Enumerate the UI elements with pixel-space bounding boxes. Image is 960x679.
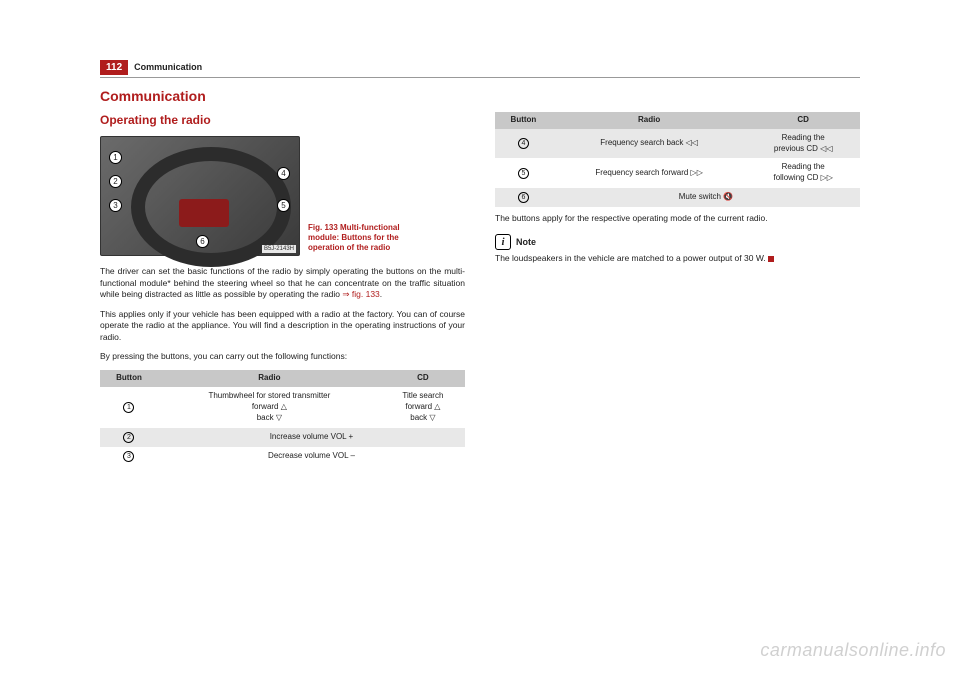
page-header: 112 Communication [100,60,860,78]
left-column: Operating the radio 1 2 3 5 4 6 B5J-2143… [100,112,465,472]
callout-1: 1 [109,151,122,164]
cell-cd: Reading the previous CD ◁◁ [746,129,860,159]
page-number: 112 [100,60,128,75]
cell-button: 4 [495,129,552,159]
callout-3: 3 [109,199,122,212]
table-row: 1 Thumbwheel for stored transmitter forwa… [100,387,465,427]
paragraph-1a: The driver can set the basic functions o… [100,266,465,299]
table-row: 5 Frequency search forward ▷▷Reading the … [495,158,860,188]
cell-span: Increase volume VOL + [158,428,465,447]
cell-span: Mute switch 🔇 [552,188,860,207]
section-title: Communication [100,88,860,104]
paragraph-3: By pressing the buttons, you can carry o… [100,351,465,362]
fig-ref: ⇒ fig. 133 [342,289,379,299]
end-mark [768,256,774,262]
document-page: 112 Communication Communication Operatin… [100,60,860,472]
th-button: Button [495,112,552,129]
th-button: Button [100,370,158,387]
cell-radio: Thumbwheel for stored transmitter forwar… [158,387,381,427]
table-row: 2 Increase volume VOL + [100,428,465,447]
paragraph-1: The driver can set the basic functions o… [100,266,465,300]
button-number: 2 [123,432,134,443]
note-heading: i Note [495,234,860,250]
cell-button: 2 [100,428,158,447]
cell-button: 1 [100,387,158,427]
note-label: Note [516,236,536,248]
right-column: Button Radio CD 4 Frequency search back ◁… [495,112,860,472]
paragraph-2: This applies only if your vehicle has be… [100,309,465,343]
th-cd: CD [381,370,465,387]
table-row: 3 Decrease volume VOL – [100,447,465,466]
figure-block: 1 2 3 5 4 6 B5J-2143H Fig. 133 Multi-fun… [100,136,465,256]
button-number: 6 [518,192,529,203]
button-number: 1 [123,402,134,413]
button-table-left: Button Radio CD 1 Thumbwheel for stored t… [100,370,465,465]
section-subtitle: Operating the radio [100,112,465,128]
th-radio: Radio [158,370,381,387]
paragraph-1b: . [380,289,382,299]
button-number: 3 [123,451,134,462]
callout-5: 4 [277,167,290,180]
button-number: 5 [518,168,529,179]
th-cd: CD [746,112,860,129]
watermark: carmanualsonline.info [760,640,946,661]
table-row: 6 Mute switch 🔇 [495,188,860,207]
note-body: The loudspeakers in the vehicle are matc… [495,253,766,263]
note-text: The loudspeakers in the vehicle are matc… [495,253,860,264]
callout-2: 2 [109,175,122,188]
button-number: 4 [518,138,529,149]
table-row: 4 Frequency search back ◁◁Reading the pre… [495,129,860,159]
figure-caption: Fig. 133 Multi-functional module: Button… [308,223,428,256]
button-table-right: Button Radio CD 4 Frequency search back ◁… [495,112,860,207]
figure-refcode: B5J-2143H [262,245,296,253]
cell-button: 5 [495,158,552,188]
th-radio: Radio [552,112,747,129]
table-header-row: Button Radio CD [100,370,465,387]
figure-image: 1 2 3 5 4 6 B5J-2143H [100,136,300,256]
cell-cd: Reading the following CD ▷▷ [746,158,860,188]
cell-span: Decrease volume VOL – [158,447,465,466]
cell-button: 3 [100,447,158,466]
cell-cd: Title search forward △ back ▽ [381,387,465,427]
info-icon: i [495,234,511,250]
header-title: Communication [134,62,202,72]
after-table-text: The buttons apply for the respective ope… [495,213,860,224]
cell-radio: Frequency search back ◁◁ [552,129,747,159]
table-header-row: Button Radio CD [495,112,860,129]
content-columns: Operating the radio 1 2 3 5 4 6 B5J-2143… [100,112,860,472]
cell-button: 6 [495,188,552,207]
cell-radio: Frequency search forward ▷▷ [552,158,747,188]
button-panel-shape [179,199,229,227]
